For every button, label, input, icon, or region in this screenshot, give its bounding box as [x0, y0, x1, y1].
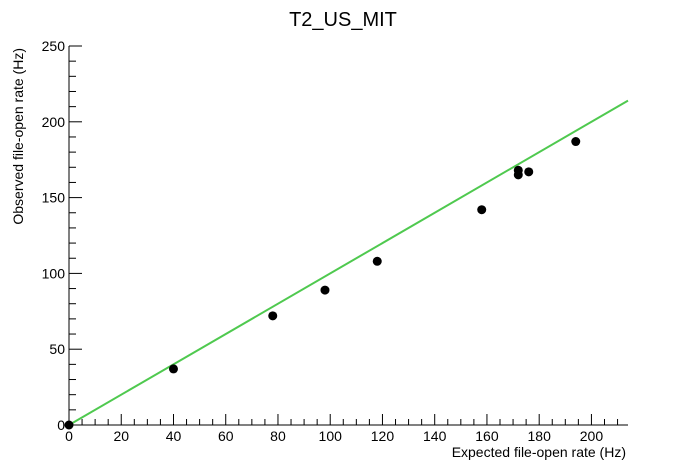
x-tick-label: 180	[528, 428, 552, 444]
x-tick-label: 20	[113, 428, 129, 444]
y-axis-title: Observed file-open rate (Hz)	[10, 48, 26, 225]
y-tick-label: 150	[42, 190, 66, 206]
data-point	[372, 256, 382, 266]
reference-line	[68, 99, 629, 426]
y-tick-label: 200	[42, 114, 66, 130]
x-axis-title: Expected file-open rate (Hz)	[452, 444, 626, 460]
x-tick-label: 120	[371, 428, 395, 444]
data-point	[513, 165, 523, 175]
data-point	[64, 420, 74, 430]
x-tick-label: 100	[319, 428, 343, 444]
y-tick-label: 250	[42, 38, 66, 54]
data-point	[268, 311, 278, 321]
data-point	[477, 205, 487, 215]
x-tick-label: 60	[218, 428, 234, 444]
reference-line-group	[68, 99, 629, 426]
data-point	[168, 364, 178, 374]
x-tick-label: 0	[65, 428, 73, 444]
y-tick-label: 100	[42, 265, 66, 281]
y-tick-label: 0	[57, 417, 65, 433]
y-axis-ticks: 0 50 100 150 200 250	[42, 38, 82, 433]
axes	[68, 46, 628, 426]
data-point	[320, 285, 330, 295]
x-tick-label: 200	[580, 428, 604, 444]
chart-title: T2_US_MIT	[289, 9, 397, 31]
x-tick-label: 160	[475, 428, 499, 444]
x-tick-label: 140	[423, 428, 447, 444]
data-point	[524, 167, 534, 177]
x-tick-label: 80	[270, 428, 286, 444]
y-tick-label: 50	[49, 341, 65, 357]
data-points	[64, 137, 581, 430]
x-tick-label: 40	[166, 428, 182, 444]
data-point	[571, 137, 581, 147]
x-axis-ticks: 0 20 40 60 80 100 120 140 160 180 200	[65, 414, 619, 444]
